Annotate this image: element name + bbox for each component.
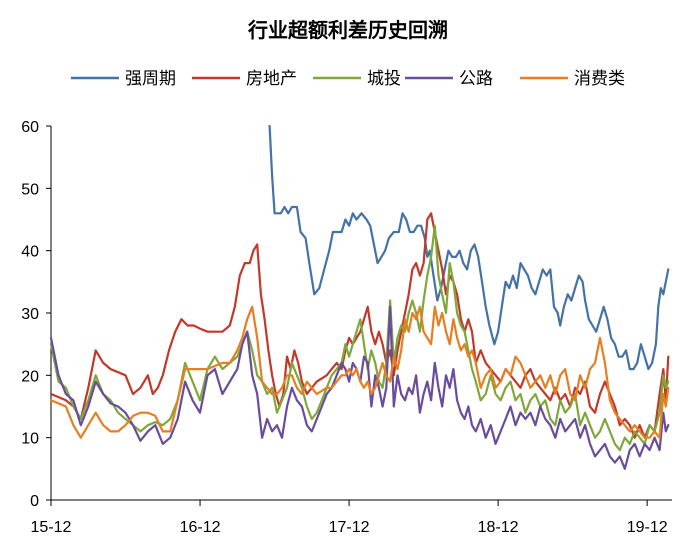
x-tick-label: 19-12: [627, 519, 668, 536]
x-tick-label: 18-12: [478, 519, 519, 536]
chart-legend: 强周期 房地产 城投 公路 消费类: [71, 69, 625, 89]
y-axis-ticks: 0 10 20 30 40 50 60: [21, 119, 51, 510]
y-tick-label: 50: [21, 181, 39, 198]
y-tick-label: 40: [21, 244, 39, 261]
series-line-1: [268, 124, 670, 371]
legend-label-1: 强周期: [125, 69, 176, 89]
y-tick-label: 20: [21, 368, 39, 385]
series-line-5: [49, 305, 670, 439]
chart-title: 行业超额利差历史回溯: [247, 18, 448, 42]
y-tick-label: 10: [21, 431, 39, 448]
legend-label-4: 公路: [459, 69, 493, 89]
legend-label-5: 消费类: [574, 69, 625, 89]
series-line-4: [49, 305, 670, 470]
chart-axes: [50, 126, 672, 501]
y-tick-label: 0: [30, 493, 39, 510]
x-tick-label: 16-12: [180, 519, 221, 536]
series-line-3: [49, 224, 670, 452]
series-lines: [49, 124, 670, 470]
x-tick-label: 15-12: [31, 519, 72, 536]
y-tick-label: 60: [21, 119, 39, 136]
legend-label-3: 城投: [367, 69, 401, 89]
x-axis-ticks: 15-12 16-12 17-12 18-12 19-12: [31, 500, 668, 536]
y-tick-label: 30: [21, 306, 39, 323]
x-tick-label: 17-12: [329, 519, 370, 536]
legend-label-2: 房地产: [246, 69, 297, 89]
